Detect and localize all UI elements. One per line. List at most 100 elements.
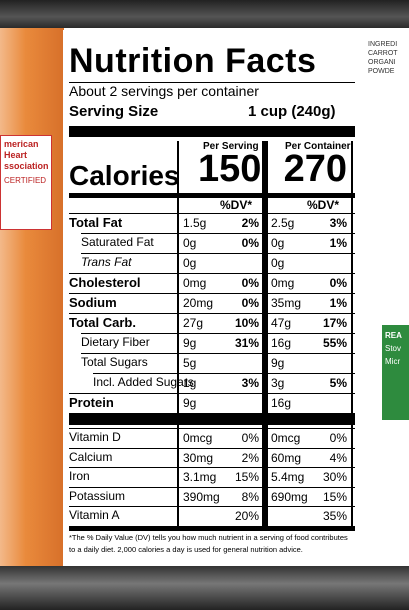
container-dv: 1% (329, 236, 347, 250)
row-divider (69, 213, 355, 214)
serving-amount: 3.1mg (183, 470, 217, 485)
container-dv: 0% (329, 431, 347, 445)
ingredient-text: POWDE (368, 68, 395, 75)
title: Nutrition Facts (69, 42, 317, 80)
serving-dv: 0% (241, 296, 259, 310)
container-amount: 690mg (271, 489, 308, 504)
green-text: REA (385, 331, 402, 340)
green-panel: REA Stov Micr (382, 325, 409, 420)
row-divider (69, 467, 355, 469)
serving-dv: 10% (234, 316, 259, 330)
nutrient-name: Saturated Fat (81, 235, 154, 249)
container-dv: 0% (329, 276, 347, 290)
serving-dv: 15% (234, 470, 259, 485)
footnote: *The % Daily Value (DV) tells you how mu… (69, 533, 348, 554)
container-amount: 0mcg (271, 431, 301, 445)
container-amount: 60mg (271, 450, 302, 465)
serving-size-label: Serving Size (69, 103, 159, 120)
container-amount: 16g (271, 396, 292, 410)
row-divider (81, 333, 355, 334)
serving-amount: 5g (183, 356, 197, 370)
container-dv: 1% (329, 296, 347, 310)
row-divider (69, 447, 355, 449)
row-divider (69, 293, 355, 294)
serving-dv: 0% (241, 276, 259, 290)
container-amount: 47g (271, 316, 292, 330)
nutrient-name: Total Carb. (69, 315, 136, 330)
calories-serving: 150 (198, 148, 262, 190)
serving-dv: 0% (241, 236, 259, 250)
serving-amount: 0mcg (183, 431, 213, 445)
nutrient-name: Incl. Added Sugars (93, 375, 194, 389)
container-amount: 2.5g (271, 216, 295, 230)
nutrient-name: Potassium (69, 488, 126, 503)
serving-dv: 2% (241, 216, 259, 230)
serving-amount: 0g (183, 236, 197, 250)
row-divider (69, 393, 355, 394)
container-dv: 15% (322, 489, 347, 504)
nutrient-name: Sodium (69, 295, 117, 310)
row-divider (81, 233, 355, 234)
container-dv: 5% (329, 376, 347, 390)
nutrient-name: Total Fat (69, 215, 123, 230)
container-amount: 5.4mg (271, 470, 305, 485)
serving-amount: 390mg (183, 489, 220, 504)
serving-size: 1 cup (240g) (248, 103, 336, 120)
calories-label: Calories (69, 160, 180, 191)
nutrient-name: Iron (69, 469, 90, 484)
serving-dv: 8% (241, 489, 259, 504)
container-amount: 3g (271, 376, 285, 390)
serving-amount: 9g (183, 396, 197, 410)
heart-badge: merican Heart ssociation CERTIFIED (0, 135, 52, 230)
carrot-image (0, 28, 64, 566)
green-text: Stov (385, 344, 402, 353)
container-dv: 4% (329, 450, 347, 465)
badge-text: merican Heart ssociation (4, 139, 49, 171)
serving-amount: 1.5g (183, 216, 207, 230)
nutrition-label: Nutrition Facts About 2 servings per con… (63, 30, 363, 566)
row-divider (81, 253, 355, 254)
container-amount: 35mg (271, 296, 302, 310)
row-divider (81, 353, 355, 354)
row-divider (69, 506, 355, 508)
row-divider (69, 486, 355, 488)
serving-amount: 27g (183, 316, 204, 330)
serving-amount: 20mg (183, 296, 214, 310)
dv-header: %DV* (220, 198, 253, 212)
container-amount: 0g (271, 256, 285, 270)
nutrient-name: Vitamin A (69, 508, 120, 523)
container-dv: 55% (322, 336, 347, 350)
row-divider (93, 373, 355, 374)
nutrient-name: Cholesterol (69, 275, 141, 290)
nutrient-name: Vitamin D (69, 430, 121, 444)
container-amount: 0mg (271, 276, 295, 290)
top-rim (0, 0, 409, 28)
per-container: Per Container (285, 141, 351, 152)
bottom-rim (0, 566, 409, 610)
per-serving: Per Serving (203, 141, 259, 152)
nutrient-name: Dietary Fiber (81, 335, 150, 349)
serving-amount: 0mg (183, 276, 207, 290)
calories-container: 270 (283, 148, 347, 190)
dv-header: %DV* (307, 198, 340, 212)
serving-dv: 0% (241, 431, 259, 445)
row-divider (69, 273, 355, 274)
row-divider (69, 428, 355, 429)
container-dv: 3% (329, 216, 347, 230)
ingredient-text: INGREDI (368, 41, 398, 48)
serving-amount: 0g (183, 256, 197, 270)
servings: About 2 servings per container (69, 83, 259, 99)
badge-certified: CERTIFIED (4, 176, 47, 185)
serving-amount: 30mg (183, 450, 214, 465)
serving-dv: 2% (241, 450, 259, 465)
nutrient-name: Calcium (69, 449, 113, 464)
serving-dv: 3% (241, 376, 259, 390)
container-amount: 9g (271, 356, 285, 370)
container-dv: 35% (322, 509, 347, 524)
container-dv: 30% (322, 470, 347, 485)
nutrient-name: Trans Fat (81, 255, 132, 269)
serving-dv: 20% (234, 509, 259, 524)
nutrient-name: Total Sugars (81, 355, 148, 369)
serving-dv: 31% (234, 336, 259, 350)
container-amount: 16g (271, 336, 292, 350)
